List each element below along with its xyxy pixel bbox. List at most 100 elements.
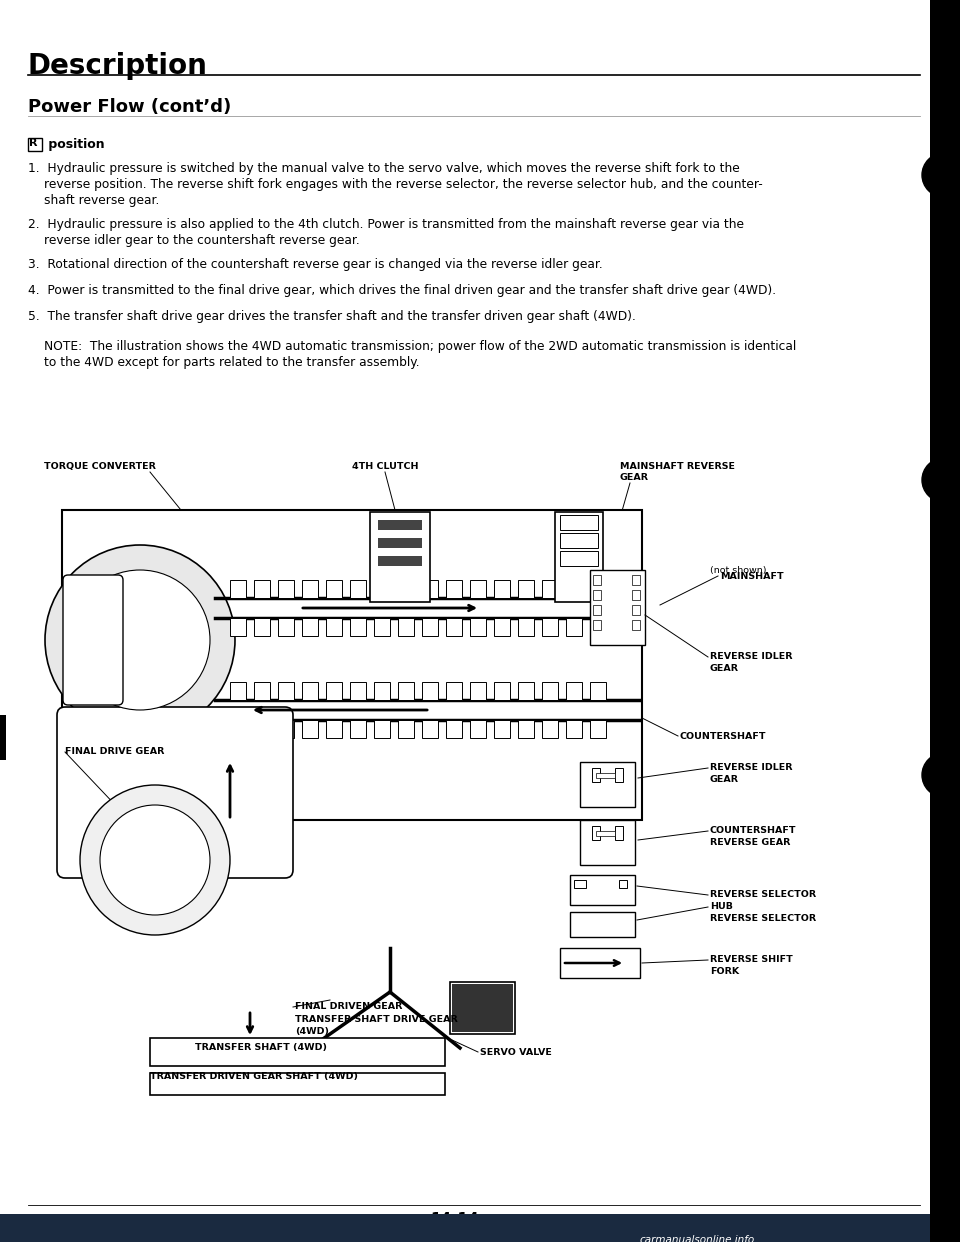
Bar	[62, 510, 642, 820]
Circle shape	[80, 785, 230, 935]
Bar	[398, 619, 414, 636]
Bar	[593, 605, 601, 615]
Bar	[592, 768, 600, 782]
Bar	[398, 682, 414, 700]
Bar	[615, 768, 623, 782]
Bar	[470, 682, 486, 700]
Bar	[590, 570, 645, 645]
Text: GEAR: GEAR	[620, 473, 649, 482]
Bar	[518, 720, 534, 738]
Bar	[494, 682, 510, 700]
Bar	[254, 580, 270, 597]
Bar	[470, 580, 486, 597]
Bar	[450, 982, 515, 1035]
Bar	[560, 948, 640, 977]
Bar	[302, 580, 318, 597]
Bar	[302, 720, 318, 738]
Bar	[930, 0, 960, 1242]
Text: 3.  Rotational direction of the countershaft reverse gear is changed via the rev: 3. Rotational direction of the countersh…	[28, 258, 603, 271]
Bar	[470, 619, 486, 636]
Bar	[374, 682, 390, 700]
Bar	[230, 619, 246, 636]
Bar	[446, 580, 462, 597]
Bar	[0, 1213, 960, 1242]
Bar	[566, 720, 582, 738]
Bar	[580, 763, 635, 807]
FancyBboxPatch shape	[63, 575, 123, 705]
Bar	[350, 580, 366, 597]
Text: shaft reverse gear.: shaft reverse gear.	[44, 194, 159, 207]
Text: REVERSE GEAR: REVERSE GEAR	[710, 838, 790, 847]
Text: TRANSFER SHAFT (4WD): TRANSFER SHAFT (4WD)	[195, 1043, 327, 1052]
Bar	[230, 580, 246, 597]
Bar	[374, 720, 390, 738]
Bar	[592, 826, 600, 840]
Text: R: R	[29, 138, 37, 148]
Circle shape	[922, 153, 960, 197]
Text: Description: Description	[28, 52, 208, 79]
Text: 1.  Hydraulic pressure is switched by the manual valve to the servo valve, which: 1. Hydraulic pressure is switched by the…	[28, 161, 740, 175]
Bar	[230, 682, 246, 700]
Bar	[590, 580, 606, 597]
Text: 14-14: 14-14	[430, 1212, 479, 1227]
Bar	[566, 619, 582, 636]
Bar	[326, 580, 342, 597]
Bar	[542, 619, 558, 636]
Bar	[422, 619, 438, 636]
Bar	[378, 520, 422, 530]
Bar	[278, 580, 294, 597]
Text: www.emandapre.com: www.emandapre.com	[28, 1215, 126, 1225]
Bar	[326, 720, 342, 738]
Circle shape	[922, 753, 960, 797]
Circle shape	[922, 458, 960, 502]
Text: TRANSFER SHAFT DRIVE GEAR: TRANSFER SHAFT DRIVE GEAR	[295, 1015, 458, 1023]
Circle shape	[45, 545, 235, 735]
Text: TRANSFER DRIVEN GEAR SHAFT (4WD): TRANSFER DRIVEN GEAR SHAFT (4WD)	[150, 1072, 358, 1081]
Bar	[560, 515, 598, 530]
Bar	[422, 720, 438, 738]
Text: to the 4WD except for parts related to the transfer assembly.: to the 4WD except for parts related to t…	[44, 356, 420, 369]
Circle shape	[70, 570, 210, 710]
Text: 4TH CLUTCH: 4TH CLUTCH	[351, 462, 419, 471]
Text: (4WD): (4WD)	[295, 1027, 329, 1036]
Bar	[0, 715, 6, 760]
Text: MAINSHAFT: MAINSHAFT	[720, 573, 783, 581]
Bar	[370, 512, 430, 602]
Bar	[560, 551, 598, 566]
Bar	[570, 876, 635, 905]
Bar	[632, 575, 640, 585]
Bar	[518, 619, 534, 636]
Text: REVERSE IDLER: REVERSE IDLER	[710, 763, 793, 773]
Bar	[422, 682, 438, 700]
Bar	[632, 605, 640, 615]
FancyBboxPatch shape	[57, 707, 293, 878]
Bar	[350, 682, 366, 700]
Text: NOTE:  The illustration shows the 4WD automatic transmission; power flow of the : NOTE: The illustration shows the 4WD aut…	[44, 340, 796, 353]
Bar	[446, 720, 462, 738]
Text: REVERSE IDLER: REVERSE IDLER	[710, 652, 793, 661]
Text: GEAR: GEAR	[710, 775, 739, 784]
Bar	[150, 1073, 445, 1095]
Bar	[494, 580, 510, 597]
Text: COUNTERSHAFT: COUNTERSHAFT	[680, 732, 766, 741]
Bar	[28, 138, 42, 152]
Bar	[302, 619, 318, 636]
Bar	[398, 720, 414, 738]
Text: carmanualsonline.info: carmanualsonline.info	[640, 1235, 756, 1242]
Bar	[632, 590, 640, 600]
Text: reverse idler gear to the countershaft reverse gear.: reverse idler gear to the countershaft r…	[44, 233, 360, 247]
Bar	[278, 619, 294, 636]
Bar	[374, 619, 390, 636]
Bar	[518, 682, 534, 700]
Bar	[555, 512, 603, 602]
Bar	[302, 682, 318, 700]
Bar	[593, 590, 601, 600]
Bar	[452, 984, 513, 1032]
Text: TORQUE CONVERTER: TORQUE CONVERTER	[44, 462, 156, 471]
Bar	[570, 912, 635, 936]
Bar	[254, 682, 270, 700]
Bar	[254, 619, 270, 636]
Bar	[326, 682, 342, 700]
Bar	[542, 720, 558, 738]
Bar	[542, 580, 558, 597]
